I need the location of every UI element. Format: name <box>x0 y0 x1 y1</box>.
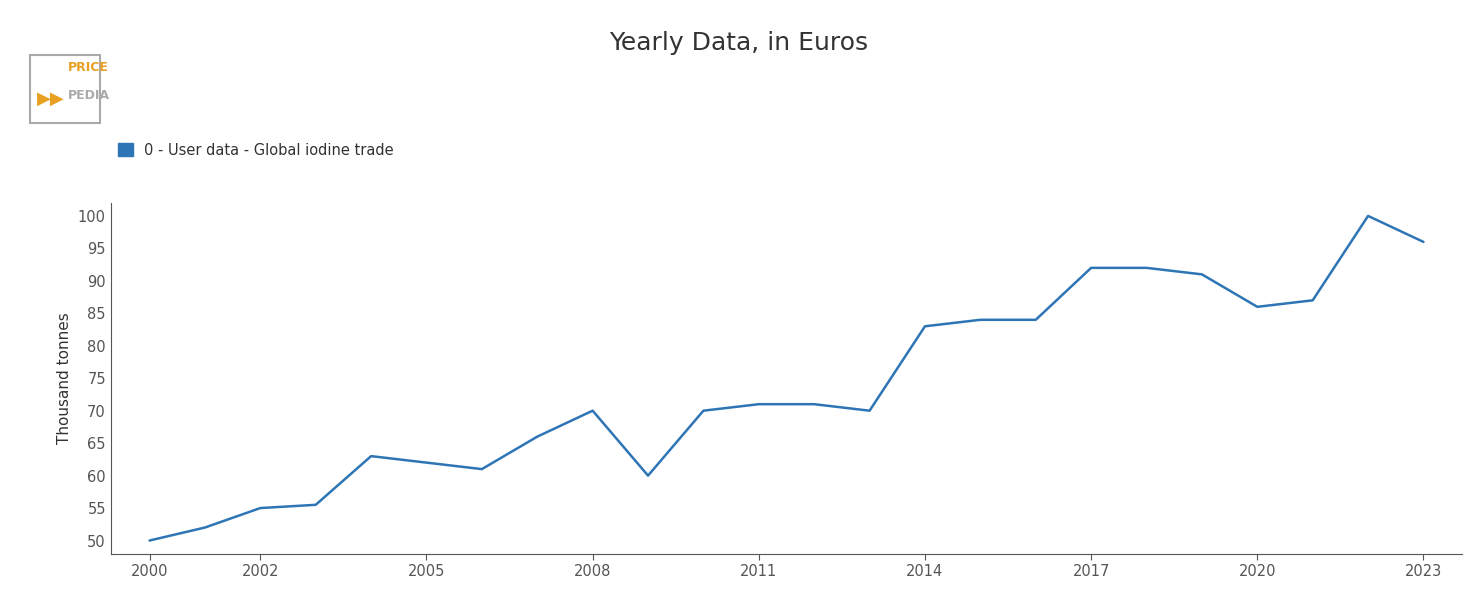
Y-axis label: Thousand tonnes: Thousand tonnes <box>58 312 72 444</box>
Text: PRICE: PRICE <box>68 61 109 74</box>
Text: Yearly Data, in Euros: Yearly Data, in Euros <box>609 31 868 55</box>
Legend: 0 - User data - Global iodine trade: 0 - User data - Global iodine trade <box>118 143 394 157</box>
Text: PEDIA: PEDIA <box>68 89 109 102</box>
Text: ▶▶: ▶▶ <box>37 89 65 108</box>
